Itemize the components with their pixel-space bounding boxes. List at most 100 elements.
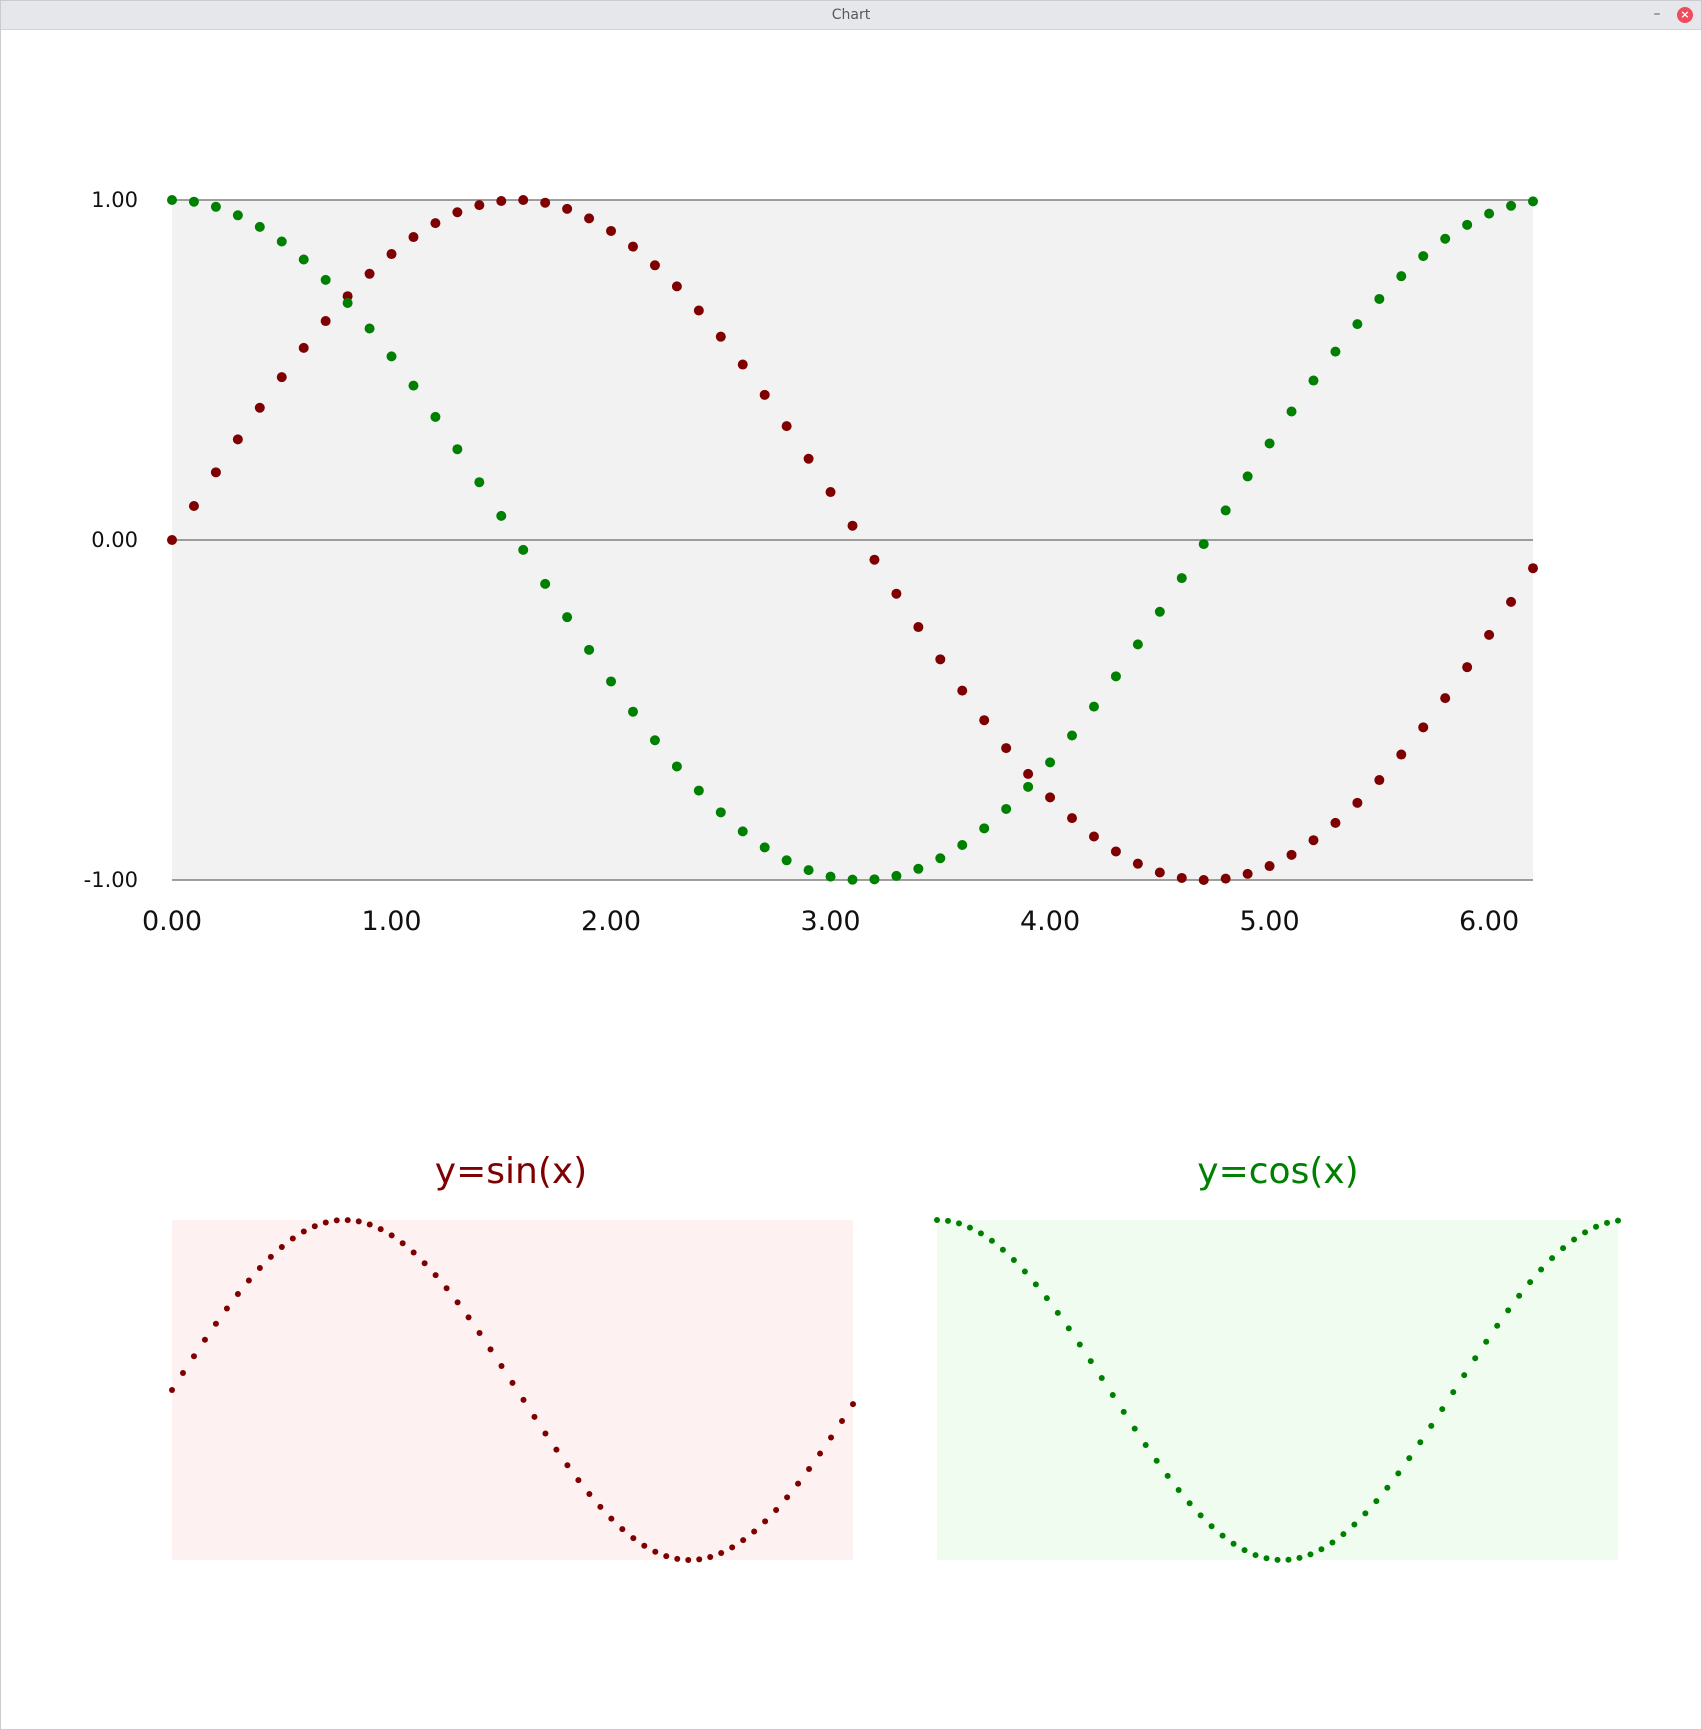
sin-subchart-point	[542, 1430, 549, 1437]
sin-point	[606, 225, 617, 236]
cos-point	[1045, 757, 1056, 768]
cos-point	[1506, 200, 1517, 211]
sin-point	[1418, 722, 1429, 733]
sin-point	[935, 654, 946, 665]
cos-point	[825, 871, 836, 882]
cos-subchart-point	[955, 1220, 962, 1227]
sin-point	[540, 197, 551, 208]
cos-point	[540, 578, 551, 589]
window-title: Chart	[831, 7, 871, 23]
cos-subchart-point	[1153, 1457, 1160, 1464]
cos-subchart-point	[1483, 1338, 1490, 1345]
sin-subchart-point	[234, 1291, 241, 1298]
cos-point	[781, 855, 792, 866]
cos-subchart-point	[1197, 1512, 1204, 1519]
cos-point	[1110, 671, 1121, 682]
sin-point	[869, 554, 880, 565]
sin-point	[1001, 743, 1012, 754]
cos-chart-title: y=cos(x)	[1197, 1151, 1358, 1192]
cos-point	[1352, 319, 1363, 330]
cos-subchart-point	[1274, 1556, 1281, 1563]
sin-point	[1286, 849, 1297, 860]
sin-point	[825, 487, 836, 498]
sin-subchart-point	[300, 1228, 307, 1235]
sin-subchart-point	[169, 1387, 175, 1393]
sin-subchart-point	[509, 1379, 516, 1386]
cos-subchart-point	[1450, 1389, 1457, 1396]
cos-point	[254, 221, 265, 232]
sin-subchart-point	[630, 1535, 637, 1542]
cos-point	[188, 196, 199, 207]
minimize-button[interactable]: –	[1653, 6, 1661, 22]
sin-point	[1506, 596, 1517, 607]
sin-point	[759, 389, 770, 400]
y-tick-label: -1.00	[84, 868, 138, 892]
cos-point	[1088, 701, 1099, 712]
sin-point	[737, 359, 748, 370]
sin-point	[913, 622, 924, 633]
sin-subchart-point	[179, 1370, 186, 1377]
sin-subchart-point	[267, 1253, 274, 1260]
cos-point	[518, 544, 529, 555]
cos-subchart-point	[1428, 1422, 1435, 1429]
sin-subchart-point	[784, 1494, 791, 1501]
sin-subchart-point	[553, 1446, 560, 1453]
cos-subchart-point	[1010, 1256, 1017, 1263]
sin-subchart-point	[762, 1518, 769, 1525]
sin-subchart-point	[476, 1330, 483, 1337]
sin-point	[1088, 831, 1099, 842]
sin-point	[1352, 797, 1363, 808]
cos-point	[408, 380, 419, 391]
sin-point	[430, 218, 441, 229]
cos-subchart-point	[1175, 1487, 1182, 1494]
sin-point	[452, 207, 463, 218]
cos-subchart-point	[1241, 1547, 1248, 1554]
sin-subchart-point	[421, 1260, 428, 1267]
cos-point	[1484, 208, 1495, 219]
cos-point	[1154, 606, 1165, 617]
cos-point	[869, 874, 880, 885]
sin-point	[1132, 858, 1143, 869]
sin-point	[693, 305, 704, 316]
sin-chart: y=sin(x)	[169, 1151, 856, 1563]
cos-point	[671, 761, 682, 772]
cos-point	[715, 807, 726, 818]
cos-subchart-point	[1615, 1217, 1621, 1224]
sin-point	[1176, 872, 1187, 883]
x-tick-label: 3.00	[800, 906, 860, 937]
cos-point	[298, 254, 309, 265]
cos-point	[210, 201, 221, 212]
close-button[interactable]: ×	[1677, 7, 1693, 23]
sin-subchart-point	[399, 1240, 406, 1247]
cos-subchart-point	[966, 1224, 973, 1231]
cos-subchart-point	[1021, 1268, 1028, 1275]
y-tick-label: 1.00	[91, 188, 138, 212]
cos-subchart-point	[1186, 1500, 1193, 1507]
sin-plot-background	[172, 1220, 853, 1560]
sin-point	[167, 535, 177, 545]
cos-point	[1198, 539, 1209, 550]
sin-subchart-point	[740, 1537, 747, 1544]
cos-subchart-point	[1296, 1554, 1303, 1561]
title-bar[interactable]: Chart – ×	[1, 1, 1701, 30]
cos-point	[1330, 346, 1341, 357]
cos-point	[584, 644, 595, 655]
sin-point	[254, 402, 265, 413]
sin-point	[957, 685, 968, 696]
cos-point	[320, 274, 331, 285]
sin-point	[1045, 792, 1056, 803]
cos-subchart-point	[1417, 1439, 1424, 1446]
cos-point	[1418, 251, 1429, 262]
y-tick-label: 0.00	[91, 528, 138, 552]
sin-subchart-point	[498, 1363, 505, 1370]
sin-point	[188, 501, 199, 511]
sin-subchart-point	[685, 1556, 692, 1563]
sin-subchart-point	[729, 1544, 736, 1551]
sin-point	[1308, 835, 1319, 846]
cos-subchart-point	[1109, 1391, 1116, 1398]
cos-point	[737, 826, 748, 837]
cos-subchart-point	[1098, 1374, 1105, 1381]
sin-point	[1330, 817, 1341, 828]
cos-subchart-point	[1362, 1510, 1369, 1517]
cos-subchart-point	[1054, 1309, 1061, 1316]
